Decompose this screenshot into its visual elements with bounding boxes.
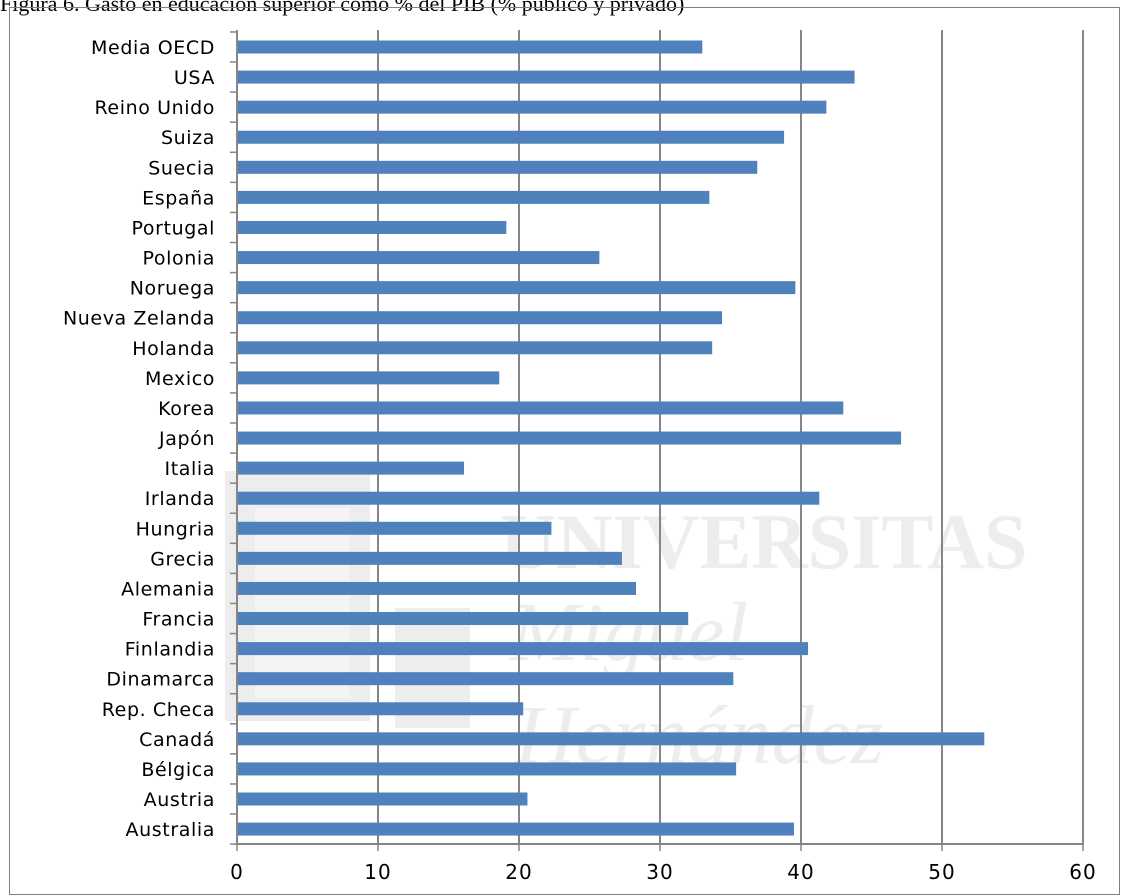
- bar: [238, 762, 737, 776]
- bar: [238, 551, 622, 565]
- category-label: Australia: [126, 819, 215, 841]
- category-label: Portugal: [132, 217, 216, 239]
- bar: [238, 70, 855, 84]
- bar: [238, 401, 844, 415]
- bar: [238, 612, 689, 626]
- watermark-shape: [255, 508, 350, 698]
- category-label: Noruega: [130, 278, 215, 300]
- bar: [238, 732, 985, 746]
- bar: [238, 491, 820, 505]
- category-label: Grecia: [150, 548, 215, 570]
- category-label: Alemania: [121, 578, 215, 600]
- category-label: Irlanda: [145, 488, 215, 510]
- bar: [238, 702, 524, 716]
- x-tick-label: 20: [505, 860, 532, 884]
- category-label: Suiza: [161, 127, 215, 149]
- category-label: Polonia: [143, 248, 215, 270]
- figure-caption: Figura 6. Gasto en educación superior co…: [0, 0, 685, 16]
- bar: [238, 822, 794, 836]
- category-label: Japón: [158, 428, 215, 450]
- x-tick-label: 40: [787, 860, 814, 884]
- x-tick-label: 30: [646, 860, 673, 884]
- bar: [238, 581, 637, 595]
- category-label: Canadá: [139, 729, 215, 751]
- y-axis-labels: Media OECD USA Reino Unido Suiza Suecia Españ…: [63, 37, 216, 841]
- bar: [238, 341, 713, 355]
- category-label: Italia: [165, 458, 216, 480]
- bar-chart: UNIVERSITAS Miguel Hernández Media OECDU…: [63, 30, 1096, 884]
- bar: [238, 521, 552, 535]
- bar: [238, 642, 809, 656]
- bar: [238, 160, 758, 174]
- bar: [238, 672, 734, 686]
- watermark-line-2: Miguel: [509, 586, 748, 679]
- axes: [230, 30, 1084, 851]
- x-tick-label: 50: [928, 860, 955, 884]
- bar: [238, 792, 528, 806]
- chart-frame: UNIVERSITAS Miguel Hernández Media OECD U…: [9, 7, 1120, 895]
- category-label: España: [142, 187, 215, 209]
- category-label: Austria: [144, 789, 215, 811]
- bars: [238, 40, 985, 836]
- category-label: Hungria: [136, 518, 215, 540]
- bar: [238, 251, 600, 265]
- bar: [238, 220, 507, 234]
- category-label: Bélgica: [141, 759, 215, 781]
- bar: [238, 130, 785, 144]
- category-label: Finlandia: [125, 639, 215, 661]
- category-label: Korea: [158, 398, 215, 420]
- x-tick-label: 60: [1069, 860, 1096, 884]
- x-tick-label: 0: [230, 860, 244, 884]
- category-label: Suecia: [148, 157, 215, 179]
- watermark-line-1: UNIVERSITAS: [500, 498, 1027, 585]
- x-axis-labels: 0 10 20 30 40 50 60: [230, 860, 1096, 884]
- bar: [238, 40, 703, 54]
- bar: [238, 371, 500, 385]
- category-label: Francia: [142, 609, 215, 631]
- category-label: Media OECD: [91, 37, 215, 59]
- bar: [238, 311, 723, 325]
- category-label: Mexico: [145, 368, 215, 390]
- category-label: Reino Unido: [94, 97, 215, 119]
- bar: [238, 431, 902, 445]
- bar: [238, 461, 465, 475]
- category-label: Nueva Zelanda: [63, 308, 215, 330]
- bar: [238, 281, 796, 295]
- category-label: Dinamarca: [106, 669, 215, 691]
- x-tick-label: 10: [364, 860, 391, 884]
- category-label: Holanda: [132, 338, 215, 360]
- category-label: USA: [174, 67, 215, 89]
- bar: [238, 100, 827, 114]
- category-label: Rep. Checa: [102, 699, 215, 721]
- bar: [238, 190, 710, 204]
